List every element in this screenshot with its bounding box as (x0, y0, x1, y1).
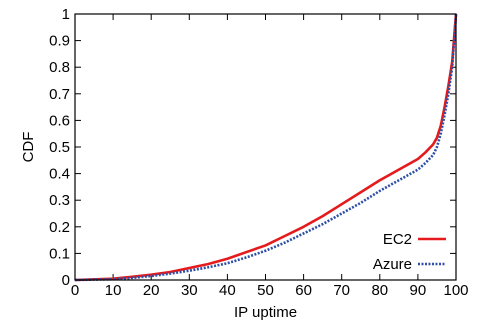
y-tick-label: 0.6 (49, 112, 70, 129)
y-tick-label: 0.3 (49, 192, 70, 209)
x-tick-label: 0 (71, 282, 79, 299)
x-tick-label: 70 (333, 282, 350, 299)
y-tick-label: 1 (62, 6, 70, 23)
series-line-ec2 (74, 13, 458, 282)
plot-frame (74, 13, 457, 281)
y-tick-label: 0 (62, 272, 70, 289)
series-layer (74, 13, 458, 282)
x-tick-label: 20 (143, 282, 160, 299)
y-tick-label: 0.5 (49, 139, 70, 156)
y-tick-label: 0.9 (49, 33, 70, 50)
legend-label-azure: Azure (373, 256, 412, 273)
y-tick-label: 0.4 (49, 166, 70, 183)
y-tick-label: 0.1 (49, 245, 70, 262)
y-axis-ticks: 0 0.1 0.2 0.3 0.4 0.5 0.6 0.7 0.8 0.9 1 (49, 6, 456, 289)
x-tick-label: 40 (219, 282, 236, 299)
x-tick-label: 100 (443, 282, 468, 299)
legend: EC2 Azure (373, 231, 446, 273)
x-axis-label: IP uptime (234, 304, 297, 321)
x-tick-label: 10 (105, 282, 122, 299)
y-axis-label: CDF (20, 132, 37, 163)
x-tick-label: 80 (371, 282, 388, 299)
y-tick-label: 0.7 (49, 86, 70, 103)
x-tick-label: 90 (410, 282, 427, 299)
series-line-azure (74, 13, 458, 282)
y-tick-label: 0.8 (49, 59, 70, 76)
x-tick-label: 50 (257, 282, 274, 299)
legend-label-ec2: EC2 (383, 231, 412, 248)
x-tick-label: 30 (181, 282, 198, 299)
y-tick-label: 0.2 (49, 219, 70, 236)
x-tick-label: 60 (295, 282, 312, 299)
